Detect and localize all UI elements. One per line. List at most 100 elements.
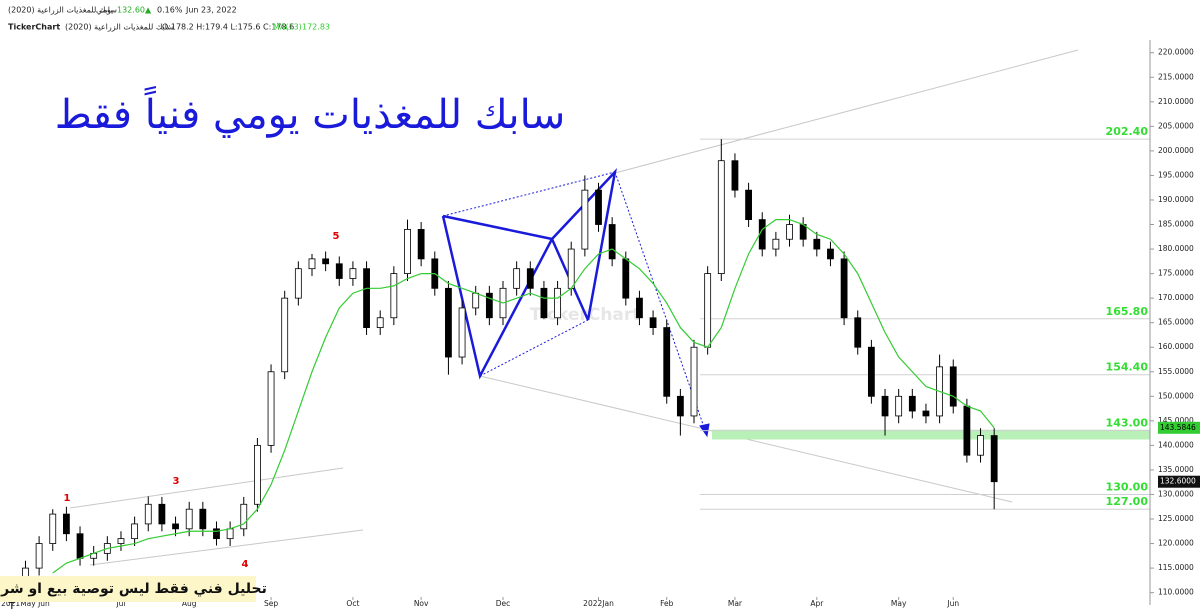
candle-body [854,317,862,348]
candles [8,139,998,609]
candle-body [636,297,643,319]
y-tick-label: 200.0000 [1158,146,1194,155]
y-tick-label: 155.0000 [1158,367,1194,376]
name: سابك للمغذيات الزراعية (2020) [65,23,174,32]
ma-tag: 143.5846 [1160,423,1196,432]
candle-body [608,224,616,260]
candle-body [185,508,193,530]
candle-body [404,229,411,274]
y-tick-label: 125.0000 [1158,514,1194,523]
candle-body [526,268,534,289]
candle-body [240,503,248,530]
x-tick-label: 2022Jan [583,599,614,608]
candle-body [663,327,671,397]
x-tick-label: Mar [728,599,743,608]
candle-body [308,258,316,270]
x-tick-label: Apr [810,599,824,608]
candle-body [322,258,330,265]
candle-body [213,528,220,540]
candle-body [281,297,289,373]
candle-body [827,248,834,260]
candle-body [172,523,179,530]
y-tick-label: 195.0000 [1158,170,1194,179]
candle-body [390,273,398,319]
x-tick-label: Sep [264,599,278,608]
x-tick-label: May [891,599,907,608]
level-label: 165.80 [1106,305,1149,318]
y-tick-label: 140.0000 [1158,440,1194,449]
ma-line [52,219,995,574]
y-tick-label: 185.0000 [1158,220,1194,229]
candle-body [472,292,480,309]
candle-body [772,238,780,250]
candle-body [363,268,370,328]
candle-body [717,160,725,274]
x-tick-label: Nov [414,599,429,608]
ma-value: 172.83 [302,23,330,32]
candle-body [267,371,275,446]
y-tick-label: 180.0000 [1158,244,1194,253]
y-axis: 110.0000 115.0000 120.0000 125.0000 130.0000… [1149,40,1200,605]
candle-body [458,307,466,358]
disclaimer-box [0,576,256,602]
y-tick-label: 165.0000 [1158,318,1194,327]
candle-body [445,287,452,358]
candle-body [540,287,548,319]
candle-body [881,395,889,417]
change: 0.16% [157,6,183,15]
pattern-leg [442,214,553,241]
trendline [69,467,344,509]
candle-body [417,229,425,260]
candle-body [731,160,739,191]
candle-body [199,508,207,530]
x-tick-label: Jun [946,599,959,608]
x-tick-label: Oct [346,599,359,608]
price-tag-box [1158,475,1200,488]
level-label: 154.40 [1106,361,1149,374]
candle-body [144,503,152,525]
last-price: 132.60 [117,6,145,15]
pattern-dashed [614,171,706,431]
date: Jun 23, 2022 [185,6,237,15]
candle-body [485,292,493,319]
wave-label: 1 [64,493,71,504]
pattern [441,168,710,438]
candle-body [977,435,984,456]
candle-body [622,258,630,299]
wave-labels: 1 3 4 5 [64,231,340,570]
candle-body [335,263,343,279]
x-tick-label: Aug [182,599,197,608]
candle-body [254,444,261,505]
y-tick-label: 205.0000 [1158,121,1194,130]
candle-body [117,538,125,544]
candle-body [35,543,43,569]
trendline [89,529,364,566]
candle-body [990,435,998,483]
y-tick-label: 115.0000 [1158,563,1194,572]
level-label: 127.00 [1106,495,1149,508]
price-tag: 132.6000 [1160,477,1196,486]
candle-body [840,258,848,319]
level-label: 130.00 [1106,480,1149,493]
y-tick-label: 145.0000 [1158,416,1194,425]
y-tick-label: 160.0000 [1158,342,1194,351]
y-tick-label: 130.0000 [1158,489,1194,498]
candle-body [567,248,575,289]
candle-body [349,268,357,279]
candle-body [745,189,752,221]
y-tick-label: 210.0000 [1158,97,1194,106]
ohlc-text: O:178.2 H:179.4 L:175.6 C:178.6 [162,23,294,32]
ma-text: MA(13) [273,23,302,32]
candle-body [376,317,384,328]
x-axis: 2021May Jun Jul Aug Sep Oct Nov Dec 2022Jan Feb M… [1,597,959,608]
candle-body [62,513,70,535]
y-tick-label: 215.0000 [1158,72,1194,81]
candle-body [554,287,561,319]
x-tick-label: 2021May Jun [1,599,50,608]
candle-body [158,503,166,525]
level-label: 143.00 [1106,417,1149,430]
period: يومي [96,6,113,15]
candle-body [690,346,698,417]
